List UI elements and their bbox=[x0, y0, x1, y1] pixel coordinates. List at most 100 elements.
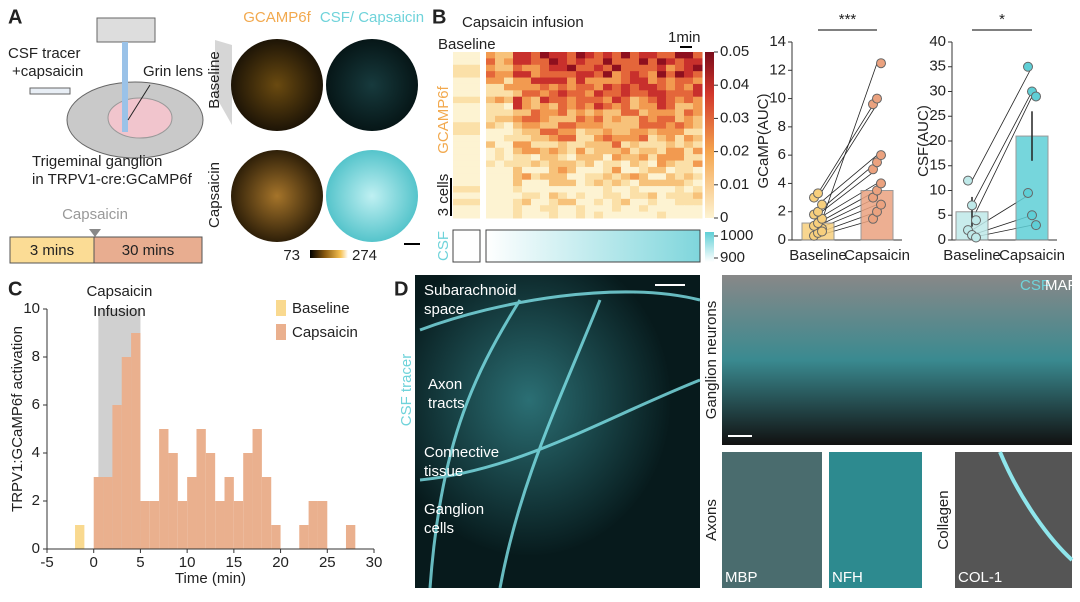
y-tick-label: 4 bbox=[778, 174, 786, 191]
axis-label: Collagen bbox=[935, 490, 952, 549]
heatmap-cell bbox=[531, 52, 541, 59]
heatmap-cell bbox=[486, 90, 496, 98]
heatmap-cell bbox=[504, 90, 514, 98]
heatmap-cell bbox=[603, 128, 613, 136]
annotation: Ganglion bbox=[424, 501, 484, 518]
heatmap-cell bbox=[684, 122, 694, 130]
x-tick-label: 25 bbox=[319, 554, 336, 571]
heatmap-cell bbox=[639, 58, 649, 66]
heatmap-cell bbox=[531, 192, 541, 200]
heatmap-cell bbox=[504, 128, 514, 136]
annotation: CSF tracer bbox=[8, 45, 81, 62]
heatmap-cell bbox=[612, 179, 622, 187]
heatmap-cell bbox=[486, 186, 496, 193]
bar bbox=[224, 477, 234, 549]
heatmap-cell bbox=[486, 64, 496, 72]
bar bbox=[271, 525, 281, 549]
y-tick-label: 5 bbox=[938, 206, 946, 223]
heatmap-cell bbox=[675, 135, 685, 142]
heatmap-cell bbox=[558, 58, 568, 66]
heatmap-cell bbox=[639, 52, 649, 59]
bar bbox=[103, 477, 113, 549]
heatmap-cell bbox=[666, 173, 676, 181]
heatmap-cell bbox=[603, 147, 613, 155]
heatmap-cell bbox=[675, 160, 685, 168]
pair-line bbox=[817, 168, 878, 215]
heatmap-cell bbox=[630, 90, 640, 98]
heatmap-cell bbox=[594, 147, 604, 155]
heatmap-cell bbox=[666, 179, 676, 187]
heatmap-cell bbox=[648, 186, 658, 193]
heatmap-cell bbox=[693, 52, 703, 59]
heatmap-cell bbox=[675, 115, 685, 123]
image bbox=[955, 452, 1072, 588]
tissue-outline bbox=[998, 451, 1074, 562]
pair-line bbox=[817, 183, 878, 220]
heatmap-cell bbox=[585, 186, 595, 193]
heatmap-cell bbox=[630, 103, 640, 110]
point bbox=[1023, 61, 1033, 72]
heatmap-cell bbox=[567, 198, 577, 206]
heatmap-cell bbox=[513, 166, 523, 174]
point bbox=[971, 232, 981, 243]
y-tick-label: 8 bbox=[778, 118, 786, 135]
heatmap-cell bbox=[693, 122, 703, 130]
heatmap-cell bbox=[585, 211, 595, 219]
point bbox=[963, 175, 973, 186]
heatmap-cell bbox=[576, 90, 586, 98]
zoom-cone bbox=[215, 40, 232, 125]
heatmap-cell bbox=[549, 192, 559, 200]
annotation: Infusion bbox=[93, 303, 146, 320]
heatmap-cell bbox=[612, 128, 622, 136]
heatmap-cell bbox=[504, 52, 514, 59]
heatmap-cell bbox=[531, 122, 541, 130]
heatmap-cell bbox=[675, 77, 685, 85]
heatmap-cell bbox=[558, 52, 568, 59]
heatmap-cell bbox=[657, 115, 667, 123]
heatmap-cell bbox=[495, 160, 505, 168]
heatmap-cell bbox=[486, 179, 496, 187]
heatmap-cell bbox=[567, 90, 577, 98]
y-tick-label: 0 bbox=[778, 231, 786, 248]
heatmap-cell bbox=[576, 77, 586, 85]
heatmap-cell bbox=[540, 103, 550, 110]
heatmap-cell bbox=[594, 205, 604, 213]
heatmap-cell bbox=[549, 83, 559, 91]
heatmap-cell bbox=[612, 52, 622, 59]
heatmap-cell bbox=[684, 109, 694, 117]
heatmap-cell bbox=[603, 211, 613, 219]
heatmap-cell bbox=[603, 166, 613, 174]
heatmap-cell bbox=[549, 198, 559, 206]
heatmap-cell bbox=[504, 179, 514, 187]
heatmap-cell bbox=[648, 109, 658, 117]
heatmap-cell bbox=[648, 141, 658, 149]
bar bbox=[215, 501, 225, 549]
heatmap-cell bbox=[567, 64, 577, 72]
heatmap-cell bbox=[621, 141, 631, 149]
heatmap-cell bbox=[540, 115, 550, 123]
y-tick-label: 4 bbox=[32, 444, 40, 461]
heatmap-cell bbox=[540, 186, 550, 193]
stain-label: NFH bbox=[832, 569, 863, 586]
heatmap-cell bbox=[621, 211, 631, 219]
heatmap-cell bbox=[540, 141, 550, 149]
colorbar bbox=[705, 52, 714, 218]
heatmap-cell bbox=[594, 77, 604, 85]
heatmap-baseline bbox=[453, 52, 480, 59]
heatmap-cell bbox=[621, 96, 631, 104]
y-tick-label: 40 bbox=[929, 33, 946, 50]
point bbox=[872, 93, 882, 104]
pointer bbox=[127, 84, 151, 121]
heatmap-cell bbox=[693, 186, 703, 193]
heatmap-cell bbox=[648, 122, 658, 130]
heatmap-cell bbox=[576, 58, 586, 66]
heatmap-cell bbox=[594, 135, 604, 142]
annotation: Subarachnoid bbox=[424, 282, 517, 299]
heatmap-cell bbox=[693, 115, 703, 123]
heatmap-cell bbox=[585, 115, 595, 123]
heatmap-cell bbox=[504, 166, 514, 174]
heatmap-cell bbox=[495, 166, 505, 174]
heatmap-cell bbox=[594, 211, 604, 219]
heatmap-cell bbox=[603, 83, 613, 91]
heatmap-cell bbox=[504, 103, 514, 110]
